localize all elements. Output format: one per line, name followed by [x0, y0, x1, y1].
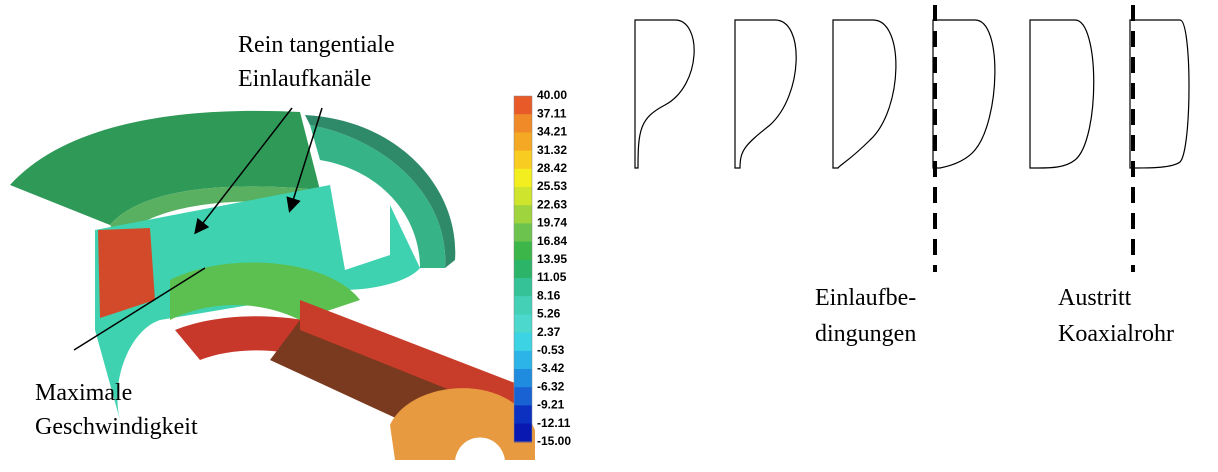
colorbar-label: 25.53	[537, 179, 567, 193]
profile	[833, 20, 896, 168]
colorbar-label: -15.00	[537, 434, 571, 448]
colorbar-band	[514, 151, 532, 170]
colorbar-band	[514, 223, 532, 242]
annotation: dingungen	[815, 321, 916, 347]
colorbar-label: 5.26	[537, 307, 561, 321]
colorbar-band	[514, 387, 532, 406]
colorbar: 40.00 37.11 34.21 31.32 28.42 25.53 22.63 19.74…	[514, 88, 571, 448]
velocity-profiles	[635, 20, 1189, 168]
colorbar-band	[514, 405, 532, 424]
colorbar-band	[514, 314, 532, 333]
colorbar-label: 40.00	[537, 88, 567, 102]
annotation: Maximale	[35, 380, 132, 406]
colorbar-band	[514, 369, 532, 388]
colorbar-label: 2.37	[537, 325, 561, 339]
cfd-rendering	[10, 111, 535, 460]
colorbar-label: -0.53	[537, 343, 565, 357]
annotation: Einlaufkanäle	[238, 66, 371, 92]
profile	[635, 20, 694, 168]
colorbar-band	[514, 132, 532, 151]
figure: Rein tangentiale Einlaufkanäle Maximale …	[0, 0, 1218, 472]
colorbar-label: 37.11	[537, 106, 567, 120]
colorbar-band	[514, 260, 532, 279]
annotation: Rein tangentiale	[238, 32, 395, 58]
colorbar-band	[514, 187, 532, 206]
colorbar-label: 28.42	[537, 161, 567, 175]
annotation: Einlaufbe-	[815, 285, 916, 311]
colorbar-label: 34.21	[537, 125, 567, 139]
colorbar-band	[514, 333, 532, 352]
profile	[1030, 20, 1094, 168]
profile	[933, 20, 995, 168]
annotation: Koaxialrohr	[1058, 321, 1174, 347]
colorbar-band	[514, 296, 532, 315]
annotation: Austritt	[1058, 285, 1132, 311]
colorbar-label: 22.63	[537, 197, 567, 211]
colorbar-band	[514, 96, 532, 115]
colorbar-band	[514, 351, 532, 370]
colorbar-band	[514, 169, 532, 188]
annotation: Geschwindigkeit	[35, 414, 198, 440]
colorbar-band	[514, 205, 532, 224]
colorbar-label: 8.16	[537, 288, 561, 302]
colorbar-label: -9.21	[537, 398, 565, 412]
profile	[735, 20, 796, 168]
colorbar-label: -12.11	[537, 416, 571, 430]
profile	[1130, 20, 1189, 168]
colorbar-band	[514, 242, 532, 261]
colorbar-label: 19.74	[537, 216, 567, 230]
colorbar-band	[514, 278, 532, 297]
colorbar-label: -3.42	[537, 361, 565, 375]
colorbar-label: 13.95	[537, 252, 567, 266]
colorbar-label: 16.84	[537, 234, 567, 248]
colorbar-label: 11.05	[537, 270, 567, 284]
colorbar-label: -6.32	[537, 379, 565, 393]
colorbar-label: 31.32	[537, 143, 567, 157]
colorbar-band	[514, 114, 532, 133]
colorbar-band	[514, 424, 532, 443]
